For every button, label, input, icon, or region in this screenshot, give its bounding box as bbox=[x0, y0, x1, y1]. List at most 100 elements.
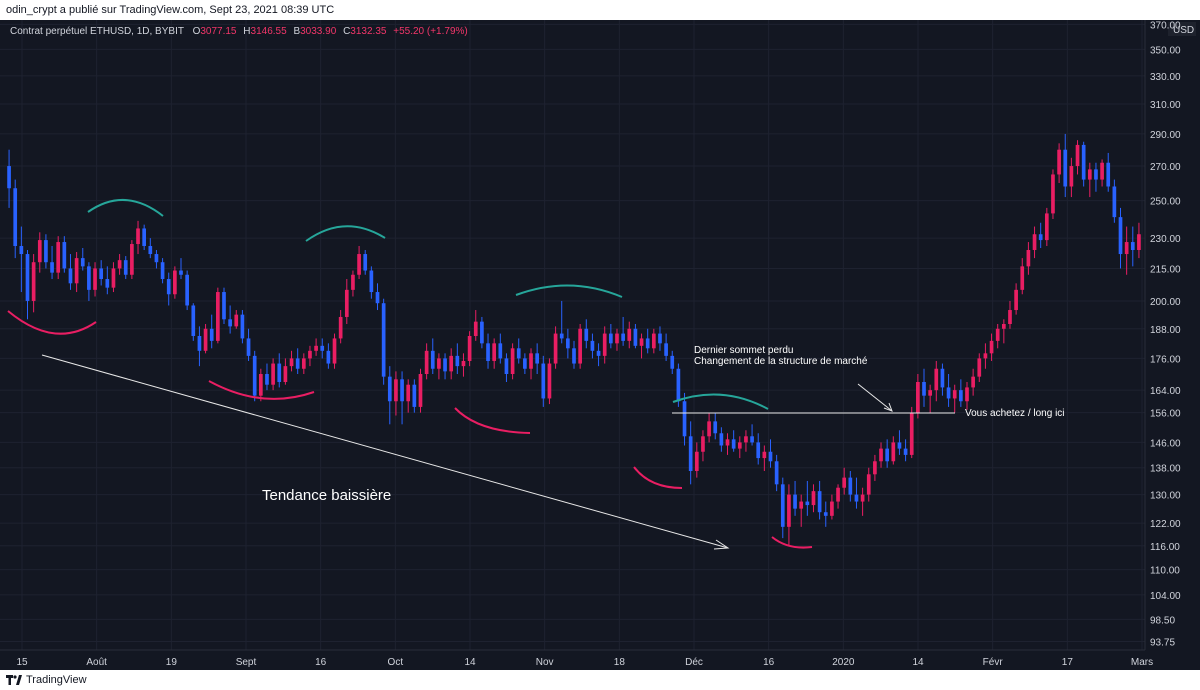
open-label: O bbox=[193, 26, 201, 37]
candle-body bbox=[246, 338, 251, 356]
candle-body bbox=[154, 254, 159, 263]
candle-body bbox=[971, 376, 975, 388]
candle-body bbox=[332, 338, 337, 364]
candle-body bbox=[344, 289, 349, 317]
candle-body bbox=[897, 442, 902, 449]
candle-body bbox=[719, 433, 724, 446]
candle-body bbox=[916, 382, 920, 413]
candle-body bbox=[418, 374, 423, 407]
candles-layer bbox=[7, 133, 1141, 546]
candle-body bbox=[105, 279, 110, 288]
candle-body bbox=[443, 358, 447, 372]
candle-body bbox=[609, 333, 613, 344]
candle-body bbox=[1057, 149, 1061, 175]
candle-body bbox=[694, 451, 699, 472]
candle-body bbox=[952, 390, 957, 399]
candle-body bbox=[31, 262, 36, 301]
price-chart[interactable]: Tendance baissière Dernier sommet perdu … bbox=[0, 20, 1200, 670]
candle-body bbox=[750, 436, 754, 443]
buy-here-label: Vous achetez / long ici bbox=[965, 408, 1065, 419]
candle-body bbox=[228, 319, 232, 327]
candle-body bbox=[940, 368, 945, 388]
candle-body bbox=[271, 363, 275, 385]
candle-body bbox=[1044, 213, 1049, 241]
candle-body bbox=[130, 244, 134, 275]
price-tick-label: 138.00 bbox=[1150, 464, 1181, 475]
price-tick-label: 370.00 bbox=[1150, 20, 1181, 31]
close-value: 3132.35 bbox=[350, 26, 387, 37]
candle-body bbox=[664, 343, 668, 356]
price-tick-label: 110.00 bbox=[1150, 566, 1180, 577]
time-tick-label: Sept bbox=[236, 657, 257, 668]
candle-body bbox=[1051, 174, 1055, 214]
price-tick-label: 93.75 bbox=[1150, 638, 1175, 649]
candle-body bbox=[1069, 166, 1074, 187]
candle-body bbox=[860, 494, 865, 502]
time-tick-label: 19 bbox=[166, 657, 178, 668]
candle-body bbox=[682, 401, 687, 437]
candle-body bbox=[879, 448, 883, 462]
price-tick-label: 350.00 bbox=[1150, 45, 1181, 56]
tradingview-footer: TradingView bbox=[0, 670, 1200, 690]
candle-body bbox=[639, 338, 644, 346]
candle-body bbox=[830, 501, 834, 516]
candle-body bbox=[87, 266, 91, 290]
candle-body bbox=[486, 343, 490, 361]
candle-body bbox=[473, 321, 478, 336]
time-axis[interactable]: 15 Août 19 Sept 16 Oct 14 Nov 18 Déc 16 2020 14 Févr 1… bbox=[0, 649, 1153, 668]
candle-body bbox=[44, 240, 48, 263]
candle-body bbox=[621, 333, 625, 341]
candle-body bbox=[676, 368, 681, 402]
candle-body bbox=[510, 348, 515, 375]
time-tick-label: Nov bbox=[536, 657, 554, 668]
time-tick-label: 15 bbox=[16, 657, 28, 668]
candle-body bbox=[99, 268, 104, 280]
candle-body bbox=[437, 358, 441, 369]
candle-body bbox=[160, 262, 165, 280]
downtrend-arrowhead bbox=[713, 539, 730, 550]
trough-arc bbox=[771, 536, 813, 549]
candle-body bbox=[817, 491, 822, 513]
candle-body bbox=[209, 328, 214, 341]
candle-body bbox=[670, 355, 675, 369]
candle-body bbox=[424, 350, 429, 375]
time-tick-label: Févr bbox=[983, 657, 1004, 668]
candle-body bbox=[1081, 144, 1086, 180]
high-label: H bbox=[243, 26, 250, 37]
candle-body bbox=[240, 314, 245, 339]
tradingview-logo-icon bbox=[6, 675, 22, 685]
candle-body bbox=[504, 358, 509, 375]
candle-body bbox=[873, 461, 877, 475]
time-tick-label: Août bbox=[86, 657, 107, 668]
drawings-layer: Tendance baissière Dernier sommet perdu … bbox=[7, 199, 1065, 550]
candle-body bbox=[688, 436, 693, 472]
candle-body bbox=[13, 188, 18, 247]
candle-body bbox=[731, 439, 736, 449]
price-tick-label: 176.00 bbox=[1150, 354, 1181, 365]
price-axis[interactable]: USD 370.00 350.00 330.00 310.00 290.00 270.00… bbox=[1144, 20, 1196, 650]
time-tick-label: 14 bbox=[464, 657, 476, 668]
symbol-name: Contrat perpétuel ETHUSD, 1D, BYBIT bbox=[10, 26, 184, 37]
candle-body bbox=[1130, 242, 1135, 251]
candle-body bbox=[572, 348, 576, 364]
trough-arc bbox=[633, 466, 683, 489]
change-value: +55.20 (+1.79%) bbox=[393, 26, 468, 37]
time-tick-label: Mars bbox=[1131, 657, 1153, 668]
candle-body bbox=[74, 258, 79, 284]
candle-body bbox=[965, 387, 969, 402]
publish-header: odin_crypt a publié sur TradingView.com,… bbox=[0, 0, 1200, 20]
candle-body bbox=[136, 228, 140, 245]
candle-body bbox=[295, 358, 300, 369]
candle-body bbox=[701, 436, 705, 452]
candle-body bbox=[56, 242, 61, 273]
candle-body bbox=[1124, 242, 1129, 255]
candle-body bbox=[449, 355, 454, 372]
peak-arc bbox=[515, 284, 623, 298]
candle-body bbox=[848, 477, 853, 495]
candle-body bbox=[185, 274, 189, 306]
candle-body bbox=[289, 358, 294, 367]
candle-body bbox=[308, 350, 312, 359]
trough-arc bbox=[208, 380, 315, 400]
candle-body bbox=[148, 246, 153, 255]
candle-body bbox=[787, 494, 791, 527]
